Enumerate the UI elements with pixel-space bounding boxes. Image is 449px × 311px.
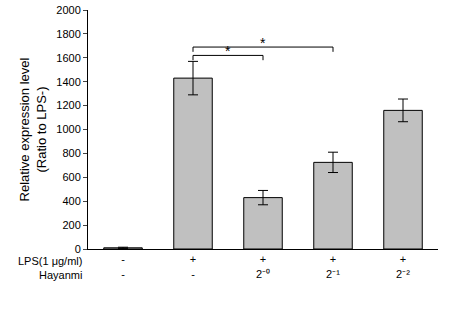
- svg-text:1400: 1400: [56, 76, 80, 88]
- svg-text:1200: 1200: [56, 99, 80, 111]
- svg-text:--: --: [121, 253, 125, 279]
- svg-text:*: *: [225, 43, 231, 59]
- svg-text:0: 0: [75, 243, 81, 255]
- svg-text:2000: 2000: [56, 4, 80, 16]
- svg-text:600: 600: [62, 171, 80, 183]
- svg-text:+2⁻⁰: +2⁻⁰: [256, 253, 270, 279]
- svg-text:800: 800: [62, 147, 80, 159]
- svg-text:+-: +-: [190, 253, 196, 279]
- svg-text:+2⁻¹: +2⁻¹: [326, 253, 340, 279]
- svg-text:*: *: [260, 35, 266, 51]
- svg-text:Relative expression level(Rati: Relative expression level(Ratio to LPS-): [17, 57, 49, 201]
- svg-text:LPS(1 μg/ml)Hayanmi: LPS(1 μg/ml)Hayanmi: [18, 255, 82, 281]
- svg-text:200: 200: [62, 219, 80, 231]
- svg-text:400: 400: [62, 195, 80, 207]
- svg-text:1600: 1600: [56, 52, 80, 64]
- svg-text:+2⁻²: +2⁻²: [396, 253, 410, 279]
- svg-text:1800: 1800: [56, 28, 80, 40]
- svg-text:1000: 1000: [56, 123, 80, 135]
